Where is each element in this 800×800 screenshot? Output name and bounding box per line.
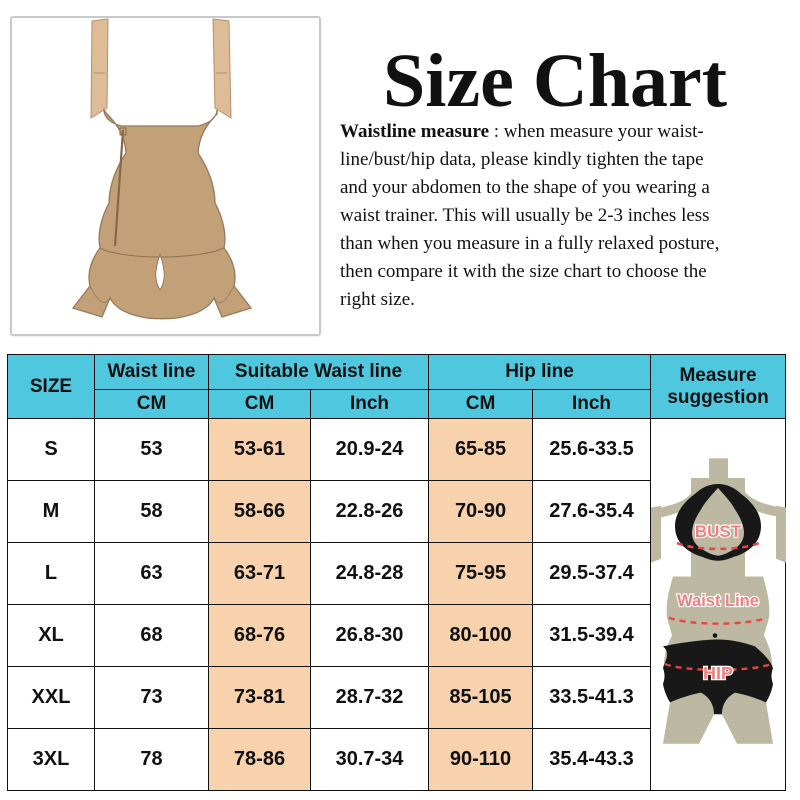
svg-text:HIP: HIP — [703, 663, 733, 683]
svg-text:Waist Line: Waist Line — [677, 592, 759, 610]
svg-text:BUST: BUST — [695, 522, 742, 541]
